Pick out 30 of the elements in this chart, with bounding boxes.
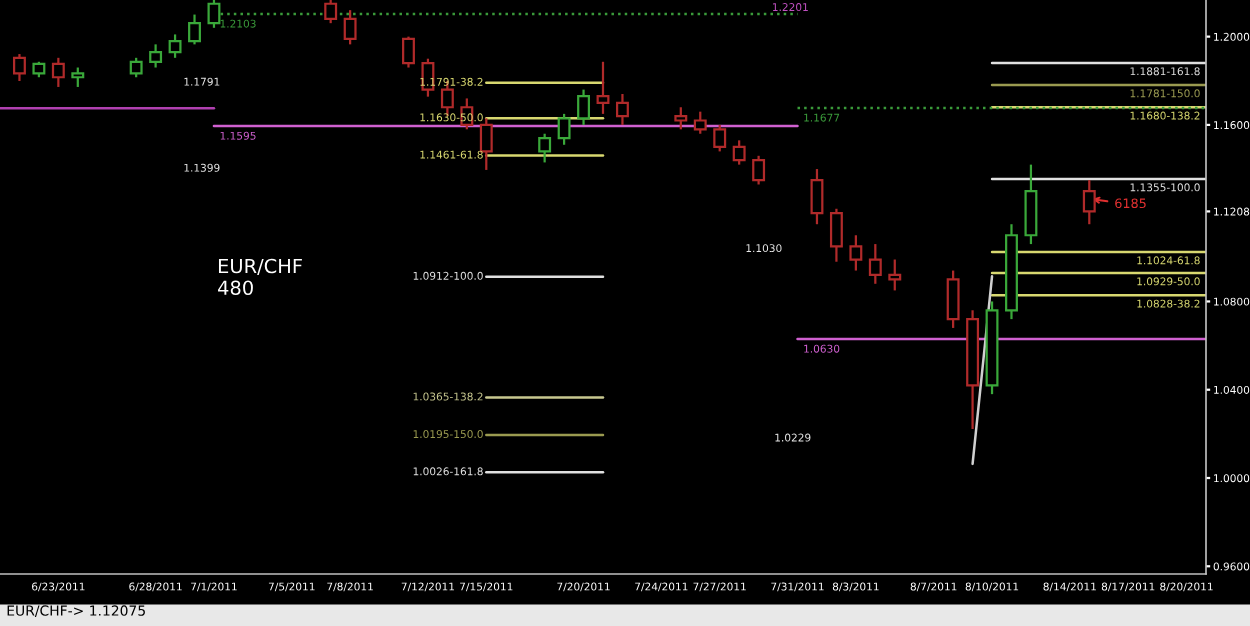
candlestick	[129, 56, 143, 79]
candlestick	[693, 110, 707, 135]
candlestick	[343, 9, 357, 46]
candlestick	[1024, 163, 1038, 246]
candlestick	[149, 43, 163, 69]
candlestick	[402, 35, 415, 69]
candlestick	[946, 269, 960, 330]
candlestick	[829, 207, 843, 263]
candlestick	[71, 66, 85, 89]
candlestick	[810, 167, 824, 226]
annotation: EUR/CHF 480	[218, 258, 302, 296]
candlestick	[324, 0, 338, 25]
candlestick	[51, 56, 65, 89]
candlestick	[868, 242, 882, 285]
candlestick	[168, 33, 182, 59]
candlestick	[12, 52, 26, 83]
candlestick	[615, 92, 629, 127]
candlestick	[538, 132, 552, 164]
candlestick	[732, 139, 746, 166]
candlestick	[849, 234, 863, 272]
candlestick	[674, 106, 688, 131]
candlestick	[577, 88, 591, 127]
candlestick	[713, 123, 727, 153]
candlestick	[888, 258, 902, 292]
candlestick	[207, 0, 221, 29]
candlestick	[479, 117, 493, 172]
candlestick	[752, 154, 766, 186]
candlestick	[188, 13, 201, 46]
candlestick	[557, 112, 571, 146]
candlestick	[596, 60, 610, 115]
